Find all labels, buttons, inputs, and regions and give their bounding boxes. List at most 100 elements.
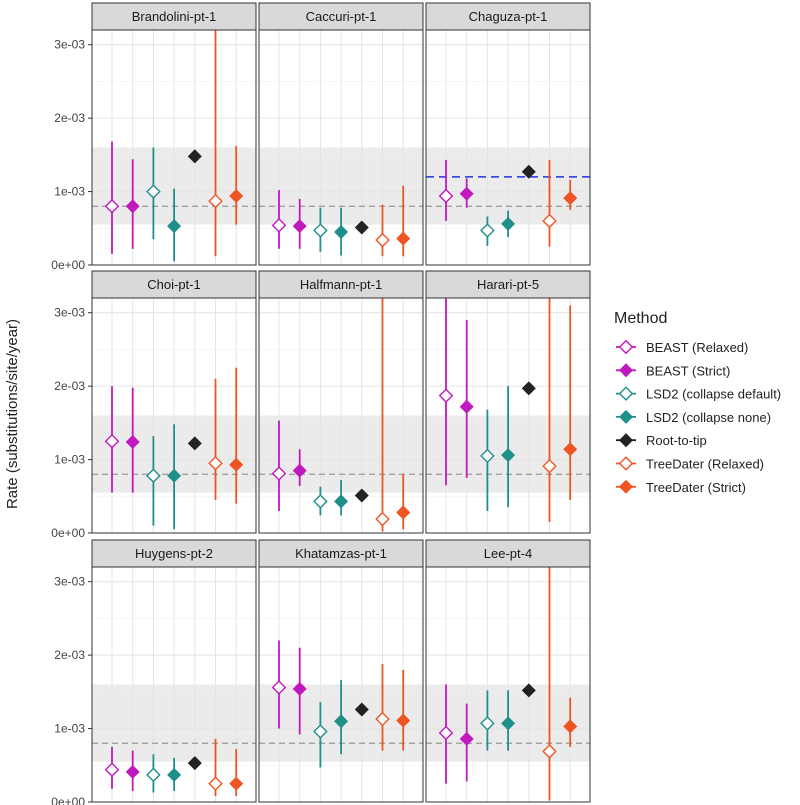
- plot-content: [92, 298, 256, 533]
- point-treedater-relaxed: [542, 458, 557, 474]
- point-root-to-tip: [521, 381, 536, 396]
- point-treedater-relaxed: [375, 511, 390, 527]
- plot-content: [426, 298, 590, 533]
- point-beast-relaxed: [438, 725, 454, 741]
- legend-label: TreeDater (Strict): [646, 480, 746, 495]
- point-root-to-tip: [187, 149, 202, 164]
- facet-strip: [258, 539, 424, 568]
- legend-label: LSD2 (collapse default): [646, 387, 781, 402]
- point-beast-strict: [292, 681, 307, 696]
- legend-key-marker: [618, 409, 634, 424]
- point-root-to-tip: [187, 756, 202, 771]
- facet-strip: [425, 270, 591, 299]
- legend-key-marker: [618, 479, 634, 494]
- point-beast-strict: [459, 731, 474, 746]
- facet-brandolini-pt-1: Brandolini-pt-1 0e+00 1e-03 2e-03 3e-03: [51, 2, 257, 272]
- point-lsd2-collapse-default: [313, 223, 328, 238]
- plot-content: [259, 567, 423, 802]
- point-lsd2-collapse-default: [146, 184, 161, 199]
- point-treedater-strict: [563, 442, 578, 457]
- point-treedater-relaxed: [375, 711, 390, 727]
- facet-title: Lee-pt-4: [484, 546, 532, 561]
- y-tick-label: 1e-03: [54, 722, 85, 736]
- facet-title: Caccuri-pt-1: [306, 9, 377, 24]
- y-tick-label: 0e+00: [51, 795, 85, 805]
- facet-strip: [425, 2, 591, 31]
- point-treedater-relaxed: [208, 776, 223, 791]
- point-beast-relaxed: [104, 198, 120, 214]
- facet-caccuri-pt-1: Caccuri-pt-1: [258, 2, 424, 266]
- point-root-to-tip: [521, 164, 536, 179]
- point-lsd2-collapse-default: [480, 716, 495, 731]
- legend-label: TreeDater (Relaxed): [646, 457, 764, 472]
- point-beast-relaxed: [438, 388, 454, 403]
- y-tick-label: 0e+00: [51, 258, 85, 272]
- point-root-to-tip: [521, 683, 536, 698]
- point-lsd2-collapse-none: [167, 767, 182, 782]
- point-lsd2-collapse-none: [334, 714, 349, 729]
- point-lsd2-collapse-none: [501, 216, 516, 231]
- point-treedater-relaxed: [208, 455, 223, 471]
- point-root-to-tip: [354, 220, 369, 235]
- point-beast-strict: [292, 219, 307, 234]
- point-treedater-relaxed: [542, 744, 557, 759]
- plot-content: [259, 298, 423, 533]
- legend-item-treedater-relaxed: TreeDater (Relaxed): [616, 456, 764, 472]
- y-tick-label: 2e-03: [54, 379, 85, 393]
- y-tick-label: 1e-03: [54, 453, 85, 467]
- plot-content: [426, 30, 590, 265]
- panel-border: [258, 566, 424, 803]
- panel-border: [425, 566, 591, 803]
- point-beast-strict: [125, 434, 140, 449]
- point-beast-strict: [292, 463, 307, 478]
- legend-item-lsd2-collapse-none: LSD2 (collapse none): [616, 409, 771, 425]
- point-lsd2-collapse-none: [501, 716, 516, 731]
- legend-label: BEAST (Strict): [646, 363, 730, 378]
- point-beast-relaxed: [104, 433, 120, 449]
- y-tick-label: 3e-03: [54, 575, 85, 589]
- point-root-to-tip: [354, 488, 369, 503]
- facet-strip: [91, 539, 257, 568]
- panel-border: [258, 29, 424, 266]
- facet-title: Khatamzas-pt-1: [295, 546, 387, 561]
- point-lsd2-collapse-default: [146, 468, 161, 484]
- legend-item-beast-strict: BEAST (Strict): [616, 363, 730, 378]
- legend-item-lsd2-collapse-default: LSD2 (collapse default): [616, 386, 781, 402]
- facet-title: Choi-pt-1: [147, 277, 200, 292]
- facet-chaguza-pt-1: Chaguza-pt-1: [425, 2, 591, 266]
- point-root-to-tip: [187, 436, 202, 451]
- point-lsd2-collapse-none: [501, 448, 516, 463]
- point-treedater-strict: [563, 191, 578, 206]
- point-treedater-strict: [229, 188, 244, 203]
- facet-huygens-pt-2: Huygens-pt-2 0e+00 1e-03 2e-03 3e-03: [51, 539, 257, 805]
- point-beast-strict: [125, 199, 140, 214]
- legend-key-marker: [618, 386, 634, 401]
- point-lsd2-collapse-none: [334, 224, 349, 239]
- y-tick-label: 3e-03: [54, 306, 85, 320]
- facet-strip: [91, 2, 257, 31]
- plot-content: [92, 30, 256, 265]
- legend-key-marker: [618, 456, 634, 471]
- facet-title: Halfmann-pt-1: [300, 277, 382, 292]
- point-beast-relaxed: [104, 762, 120, 777]
- y-tick-label: 1e-03: [54, 185, 85, 199]
- legend-item-treedater-strict: TreeDater (Strict): [616, 479, 746, 495]
- legend-label: BEAST (Relaxed): [646, 340, 748, 355]
- point-lsd2-collapse-default: [313, 494, 328, 509]
- plot-content: [259, 30, 423, 265]
- y-tick-label: 2e-03: [54, 111, 85, 125]
- legend-item-root-to-tip: Root-to-tip: [616, 433, 707, 448]
- panel-border: [91, 297, 257, 534]
- legend-key-marker: [618, 433, 634, 448]
- facet-lee-pt-4: Lee-pt-4: [425, 539, 591, 803]
- plot-content: [92, 567, 256, 802]
- panel-border: [258, 297, 424, 534]
- facet-title: Brandolini-pt-1: [132, 9, 217, 24]
- point-treedater-relaxed: [542, 213, 557, 229]
- facet-title: Chaguza-pt-1: [469, 9, 548, 24]
- point-beast-strict: [459, 399, 474, 414]
- legend-item-beast-relaxed: BEAST (Relaxed): [616, 339, 748, 355]
- facet-strip: [258, 270, 424, 299]
- legend-key-marker: [618, 363, 634, 378]
